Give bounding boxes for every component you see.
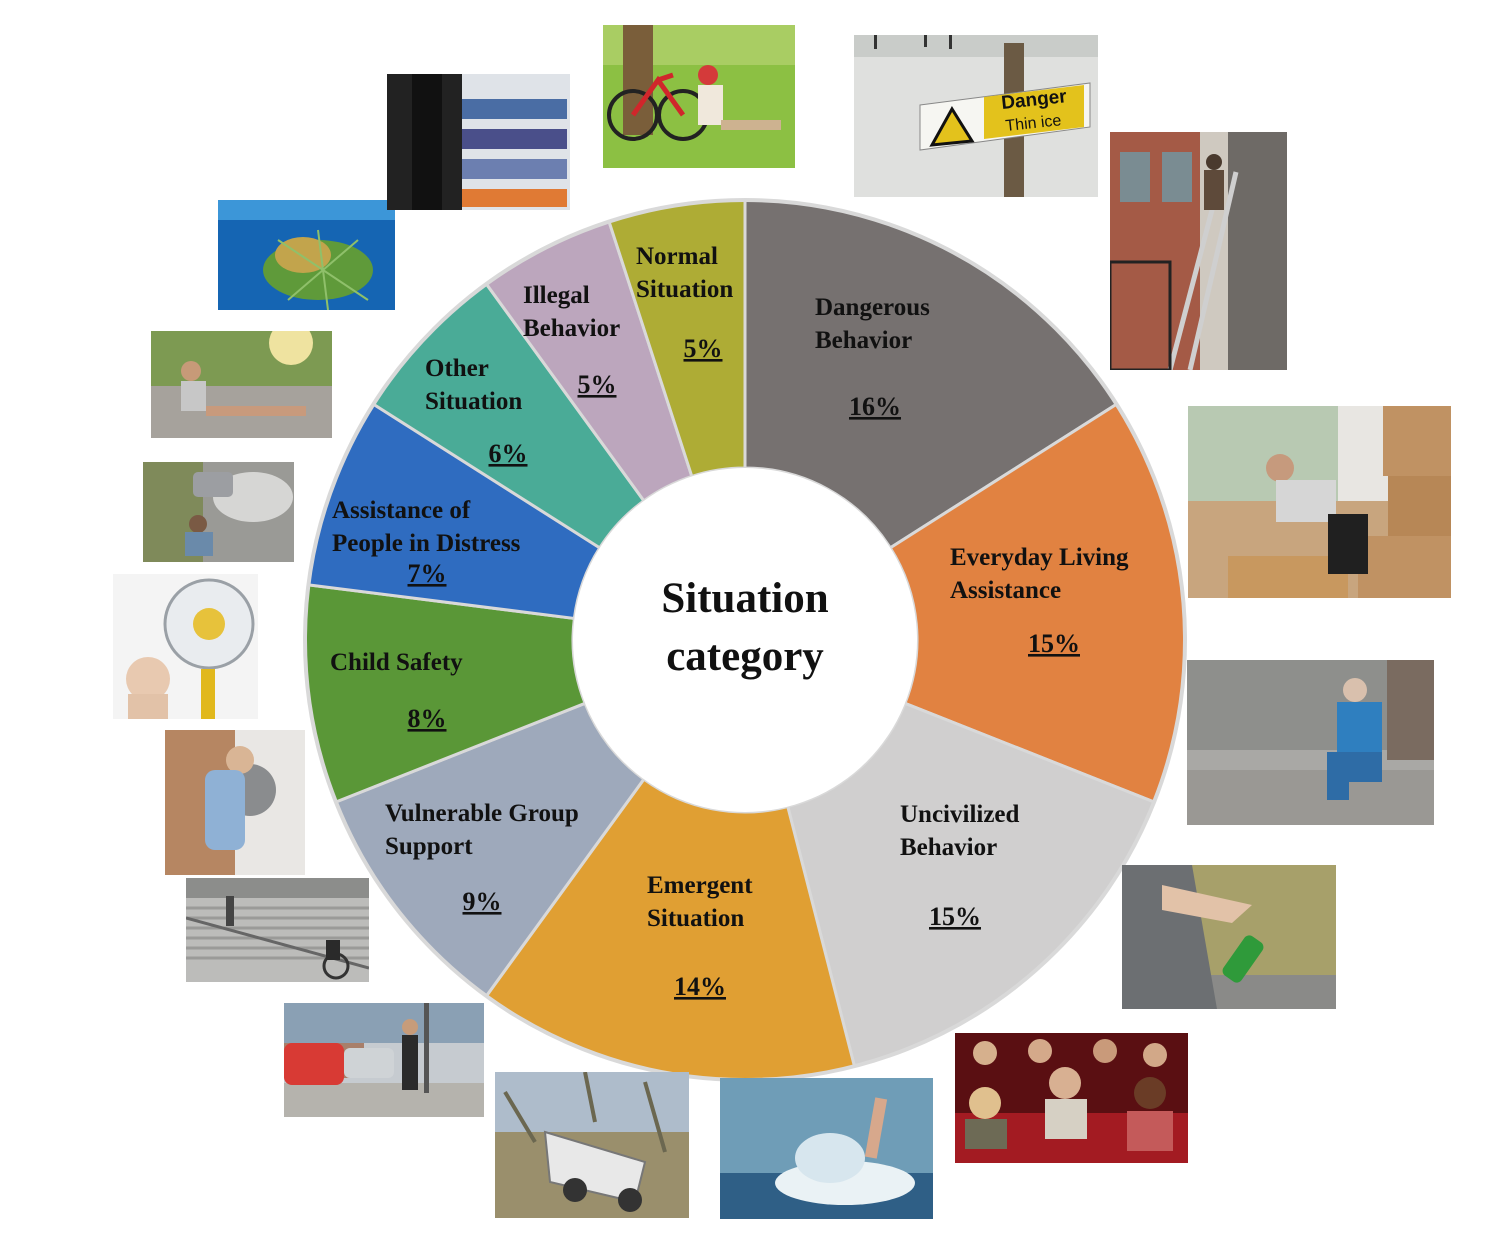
slice-label: Situation	[647, 905, 744, 932]
photo-danger-sign: Danger Thin ice	[854, 35, 1098, 197]
photo-back-pain-boxes	[1188, 406, 1451, 598]
photo-wheelchair-stairs	[186, 878, 369, 982]
slice-label: Child Safety	[330, 649, 463, 676]
photo-cinema-audience	[955, 1033, 1188, 1163]
photo-drowning-hand	[720, 1078, 933, 1219]
photo-elderly-knee-pain	[1187, 660, 1434, 825]
slice-percent-label: 5%	[578, 370, 617, 399]
slice-label: Uncivilized	[900, 801, 1020, 828]
photo-woman-broken-car	[143, 462, 294, 562]
slice-percent-label: 14%	[674, 972, 726, 1001]
slice-label: People in Distress	[332, 530, 521, 557]
photo-child-washing-machine	[165, 730, 305, 875]
slice-percent-label: 15%	[929, 902, 981, 931]
thin-ice-sign-text: Thin ice	[1005, 112, 1063, 135]
slice-label: Assistance of	[332, 497, 471, 524]
slice-percent-label: 15%	[1028, 629, 1080, 658]
photo-turtle-net	[218, 200, 395, 310]
slice-label: Dangerous	[815, 294, 930, 321]
photo-bottle-from-car	[1122, 865, 1336, 1009]
slice-percent-label: 16%	[849, 392, 901, 421]
slice-percent-label: 7%	[408, 559, 447, 588]
slice-label: Behavior	[815, 327, 912, 354]
slice-label: Behavior	[900, 834, 997, 861]
center-label-line1: Situation	[661, 575, 828, 622]
slice-percent-label: 6%	[489, 439, 528, 468]
center-hole	[573, 468, 917, 812]
slice-percent-label: 5%	[684, 334, 723, 363]
slice-label: Normal	[636, 243, 718, 270]
photo-overturned-car	[495, 1072, 689, 1218]
slice-label: Vulnerable Group	[385, 800, 579, 827]
chart-labels: Dangerous Behavior 16% Everyday Living Assis…	[330, 243, 1129, 1001]
slice-label: Illegal	[523, 282, 590, 309]
slice-label: Assistance	[950, 577, 1061, 604]
slice-label: Emergent	[647, 872, 753, 899]
slice-label: Situation	[425, 388, 522, 415]
slice-label: Situation	[636, 276, 733, 303]
photo-blind-pedestrian	[284, 1003, 484, 1117]
slice-label: Other	[425, 355, 489, 382]
slice-percent-label: 8%	[408, 704, 447, 733]
photo-girl-reading-bike	[603, 25, 795, 168]
center-label-line2: category	[666, 633, 824, 680]
photo-shoplifting	[387, 74, 570, 210]
slice-label: Everyday Living	[950, 544, 1129, 571]
slice-label: Support	[385, 833, 473, 860]
photo-baby-fan	[113, 574, 258, 719]
slice-label: Behavior	[523, 315, 620, 342]
photo-injured-runner	[151, 331, 332, 438]
slice-percent-label: 9%	[463, 887, 502, 916]
photo-ladder-climber	[1110, 132, 1287, 370]
